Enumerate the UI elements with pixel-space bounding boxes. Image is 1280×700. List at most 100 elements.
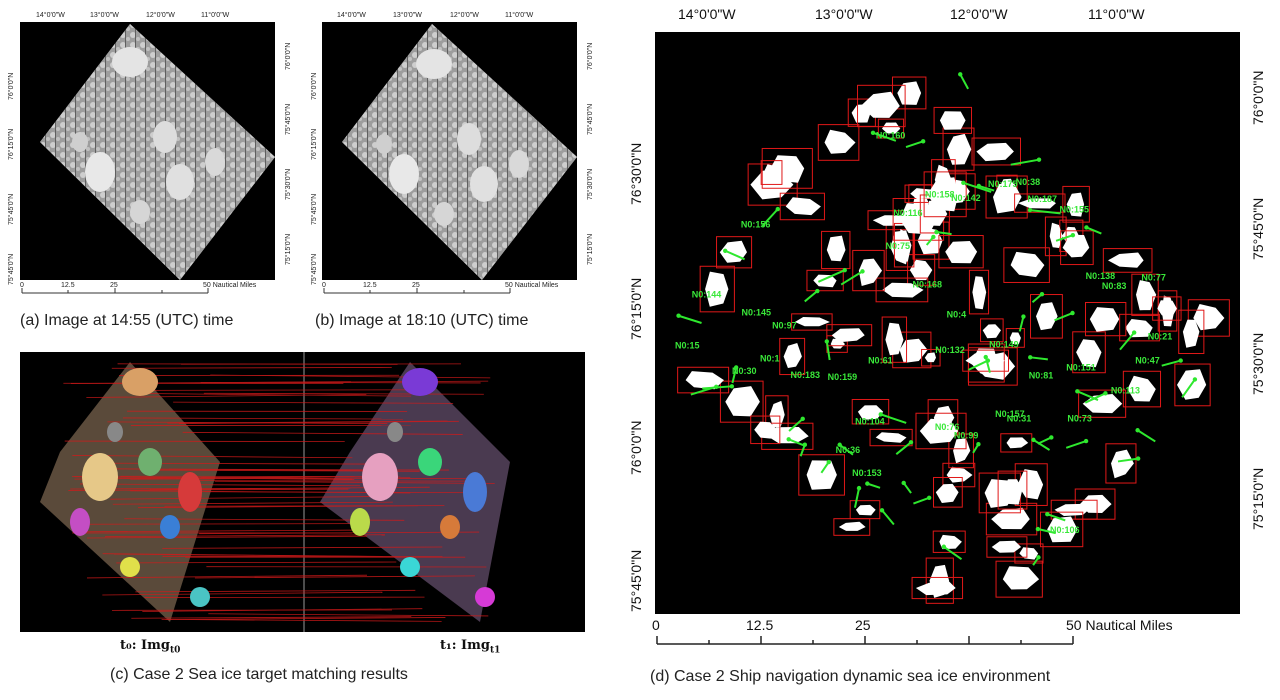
floe-label: N0:168	[913, 279, 943, 289]
vector-origin	[1192, 377, 1198, 382]
ice-floe	[982, 324, 1001, 339]
floe-bbox	[1060, 230, 1094, 266]
lon-tick: 12°0'0"W	[450, 12, 479, 19]
motion-vector	[943, 545, 963, 561]
ice-floe	[882, 122, 901, 134]
floe-bbox	[750, 415, 781, 445]
match-line	[135, 589, 416, 593]
floe-label: N0:83	[1102, 281, 1127, 291]
vector-origin	[1021, 314, 1026, 319]
floe-bbox	[719, 380, 764, 423]
panel-b: 14°0'0"W 13°0'0"W 12°0'0"W 11°0'0"W 76°0…	[305, 0, 605, 340]
floe-bbox	[1119, 313, 1160, 342]
floe-bbox	[677, 366, 730, 394]
floe-bbox	[1044, 216, 1067, 257]
floe-bbox	[1105, 443, 1137, 484]
floe-label: N0:47	[1135, 355, 1160, 365]
lon-tick: 14°0'0"W	[678, 6, 736, 22]
lat-tick: 75°45'0"N	[285, 103, 292, 135]
floe-bbox	[971, 137, 1021, 166]
match-line	[107, 421, 388, 425]
motion-vector	[1181, 378, 1196, 398]
floe-bbox	[968, 269, 990, 315]
motion-vector	[788, 438, 806, 447]
ice-floe	[685, 371, 724, 390]
match-line	[80, 483, 361, 487]
scale-label: 0	[20, 282, 24, 289]
match-line	[111, 367, 392, 369]
floe-bbox	[1078, 389, 1127, 418]
floe-bbox	[938, 235, 984, 269]
match-line	[162, 546, 443, 549]
vector-origin	[1045, 512, 1050, 517]
scale-label: 12.5	[746, 617, 774, 633]
motion-vector	[724, 249, 746, 261]
motion-vector	[872, 131, 897, 142]
floe-bbox	[1003, 247, 1050, 283]
ice-floe	[855, 504, 876, 516]
vector-origin	[1035, 526, 1041, 532]
ice-floe	[860, 91, 900, 118]
floe-bbox	[932, 530, 966, 553]
floe-label: N0:183	[790, 370, 820, 380]
floe-label: N0:157	[995, 409, 1025, 419]
floe-bbox	[933, 106, 973, 134]
floe-label: N0:106	[1050, 525, 1080, 535]
ice-floe	[1017, 469, 1044, 500]
ice-environment-map: N0:1 N0:157 N0:156 N0:159 N0:155 N0:158 N0:187…	[655, 32, 1240, 614]
label-t1: t₁: Imgt1	[440, 638, 500, 656]
match-line	[161, 618, 442, 622]
ice-floe	[1157, 300, 1177, 317]
floe-label: N0:38	[1016, 177, 1041, 187]
motion-vector	[880, 413, 907, 424]
caption-a: (a) Image at 14:55 (UTC) time	[20, 312, 234, 329]
lat-tick: 75°15'0"N	[285, 233, 292, 265]
lon-tick: 11°0'0"W	[201, 12, 230, 19]
lat-tick: 75°15'0"N	[587, 233, 594, 265]
vector-origin	[931, 234, 936, 240]
vector-origin	[865, 481, 870, 486]
floe-label: N0:160	[876, 131, 906, 141]
floe-label: N0:156	[741, 219, 771, 229]
vector-origin	[676, 313, 681, 318]
motion-vector	[804, 290, 818, 303]
lon-tick: 13°0'0"W	[393, 12, 422, 19]
vector-origin	[958, 72, 963, 77]
match-line	[136, 389, 417, 391]
vector-origin	[870, 130, 876, 136]
floe-label: N0:97	[772, 321, 797, 331]
floe-bbox	[779, 337, 806, 376]
ice-floe	[1127, 375, 1156, 402]
vector-origin	[786, 437, 791, 442]
ice-floe	[783, 343, 802, 368]
match-line	[182, 431, 463, 435]
motion-vector	[968, 359, 989, 371]
motion-vector	[731, 367, 738, 384]
match-line	[89, 462, 370, 465]
ice-floe	[875, 432, 907, 443]
label-t1-text: t₁: Img	[440, 638, 490, 653]
motion-vector	[978, 184, 995, 192]
match-line	[173, 401, 454, 404]
floe-bbox	[869, 428, 913, 447]
floe-bbox	[923, 171, 967, 218]
ice-floe	[935, 483, 959, 503]
lat-tick: 76°0'0"N	[587, 42, 594, 70]
ice-floe	[1006, 437, 1029, 449]
floe-bbox	[821, 230, 851, 270]
match-line	[214, 480, 495, 484]
label-t0-sub: t0	[169, 645, 181, 656]
floe-label: N0:36	[836, 445, 861, 455]
vector-origin	[1131, 330, 1137, 335]
floe-bbox	[852, 249, 885, 292]
vector-origin	[1075, 389, 1080, 394]
vector-origin	[1031, 437, 1036, 443]
floe-bbox	[1005, 328, 1025, 348]
floe-label: N0:158	[925, 189, 955, 199]
lat-tick: 75°45'0"N	[628, 549, 644, 612]
match-line	[116, 561, 397, 564]
vector-origin	[976, 441, 981, 447]
lon-tick: 13°0'0"W	[90, 12, 119, 19]
vector-origin	[1084, 225, 1089, 230]
floe-label: N0:99	[954, 430, 979, 440]
